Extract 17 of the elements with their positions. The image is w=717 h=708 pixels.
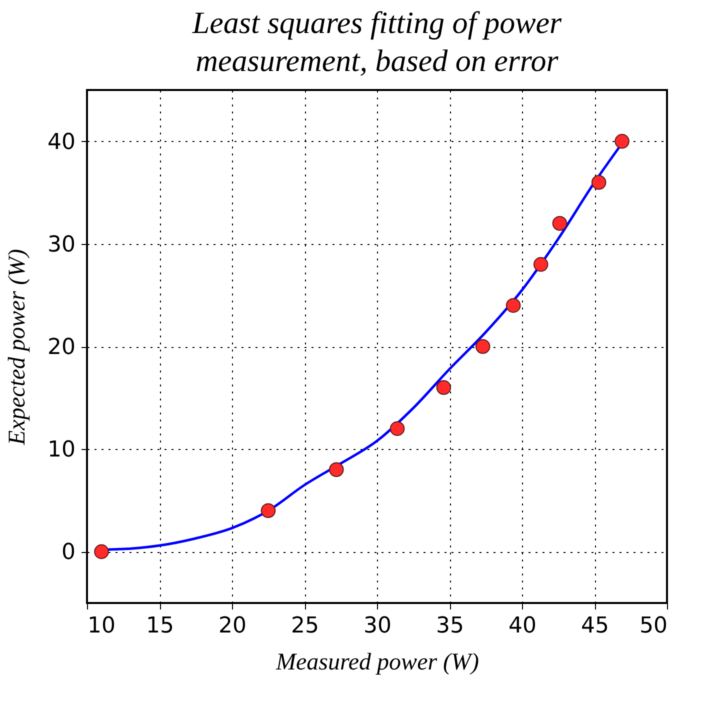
x-tick-label: 50 [640,614,668,638]
x-tick-label: 10 [88,614,116,638]
x-tick-label: 20 [218,614,246,638]
y-tick-label: 10 [48,438,76,463]
y-tick-label: 30 [48,232,76,258]
y-tick-label: 40 [48,130,76,155]
y-tick-label: 0 [62,540,76,566]
x-tick-label: 25 [291,614,319,638]
x-tick-label: 15 [146,614,174,638]
y-tick-label: 20 [48,335,76,360]
x-tick-label: 40 [508,614,536,638]
x-tick-label: 35 [436,614,464,638]
y-axis-title: Expected power (W) [4,249,31,446]
chart-title: Least squares fitting of power measurement, based on error [191,5,563,78]
x-axis-title: Measured power (W) [274,650,480,676]
x-tick-label: 30 [364,614,392,638]
x-tick-label: 45 [581,614,609,638]
